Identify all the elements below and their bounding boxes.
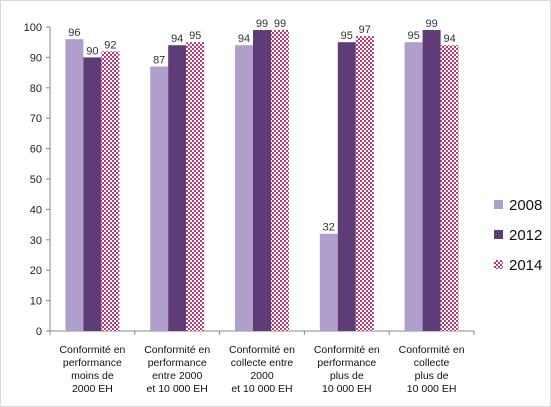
bar-2008-4 [404, 42, 423, 331]
data-label-2014-3: 97 [359, 24, 371, 36]
data-label-2012-3: 95 [341, 30, 353, 42]
bar-2014-0 [101, 51, 120, 331]
category-label-line: 10 000 EH [407, 383, 457, 395]
category-label-line: entre 2000 [152, 370, 202, 382]
legend: 2008 2012 2014 [494, 197, 542, 274]
bar-2014-3 [355, 36, 374, 332]
bar-2012-3 [337, 42, 356, 331]
category-label-2: Conformité en collecte entre 2000 et 10 000… [229, 344, 295, 395]
y-tick-label: 70 [30, 113, 42, 125]
legend-swatch-2012 [494, 230, 503, 239]
bar-2014-1 [186, 42, 205, 331]
bar-2014-2 [271, 30, 289, 331]
bars [65, 30, 459, 332]
data-label-2012-1: 94 [171, 33, 183, 45]
y-tick-label: 100 [24, 22, 42, 34]
bar-2012-2 [253, 30, 271, 331]
data-label-2014-2: 99 [274, 18, 286, 30]
bar-2012-1 [168, 45, 187, 332]
category-label-line: 10 000 EH [322, 383, 372, 395]
category-label-line: et 10 000 EH [231, 383, 292, 395]
data-label-2012-2: 99 [256, 18, 268, 30]
y-tick-label: 0 [36, 326, 42, 338]
category-label-line: performance [148, 357, 207, 369]
data-label-2008-2: 94 [238, 33, 250, 45]
legend-label-2008: 2008 [509, 197, 542, 214]
bar-2008-3 [319, 233, 338, 331]
category-label-0: Conformité en performance moins de 2000 EH [59, 344, 125, 395]
y-tick-label: 10 [30, 296, 42, 308]
category-label-line: performance [317, 357, 376, 369]
legend-swatch-2014 [494, 260, 503, 269]
category-label-line: Conformité en [59, 344, 125, 356]
category-label-line: Conformité en [144, 344, 210, 356]
category-label-line: performance [63, 357, 122, 369]
bar-2008-0 [65, 39, 84, 331]
category-label-line: moins de [71, 370, 114, 382]
bar-2014-4 [440, 45, 459, 332]
y-tick-label: 40 [30, 204, 42, 216]
bar-2012-0 [83, 57, 102, 332]
category-label-line: collecte [414, 357, 450, 369]
bar-2008-2 [235, 45, 253, 332]
bar-2008-1 [150, 66, 169, 332]
category-label-3: Conformité en performance plus de 10 000 EH [314, 344, 380, 395]
legend-swatch-2008 [494, 200, 503, 209]
category-label-line: plus de [415, 370, 449, 382]
y-tick-label: 30 [30, 235, 42, 247]
y-tick-label: 80 [30, 83, 42, 95]
category-label-line: Conformité en [399, 344, 465, 356]
y-tick-label: 50 [30, 174, 42, 186]
category-label-line: 2000 EH [72, 383, 113, 395]
category-label-line: Conformité en [229, 344, 295, 356]
data-label-2014-1: 95 [189, 30, 201, 42]
data-label-2008-3: 32 [323, 222, 335, 234]
data-label-2008-0: 96 [68, 27, 80, 39]
y-tick-label: 60 [30, 144, 42, 156]
category-label-line: collecte entre [231, 357, 294, 369]
category-label-4: Conformité en collecte plus de 10 000 EH [399, 344, 465, 395]
category-label-line: plus de [330, 370, 364, 382]
data-label-2014-4: 94 [443, 33, 455, 45]
legend-label-2012: 2012 [509, 227, 542, 244]
data-labels: 96 90 92 87 94 95 94 99 99 32 95 97 95 99 94 [68, 18, 455, 234]
category-label-line: Conformité en [314, 344, 380, 356]
y-tick-label: 90 [30, 52, 42, 64]
category-label-line: 2000 [250, 370, 274, 382]
data-label-2012-0: 90 [86, 45, 98, 57]
data-label-2012-4: 99 [425, 18, 437, 30]
category-label-1: Conformité en performance entre 2000 et 10 … [144, 344, 210, 395]
category-label-line: et 10 000 EH [147, 383, 208, 395]
y-tick-label: 20 [30, 265, 42, 277]
data-label-2008-1: 87 [153, 55, 165, 67]
data-label-2014-0: 92 [104, 39, 116, 51]
bar-2012-4 [422, 30, 441, 331]
legend-label-2014: 2014 [509, 257, 542, 274]
data-label-2008-4: 95 [407, 30, 419, 42]
